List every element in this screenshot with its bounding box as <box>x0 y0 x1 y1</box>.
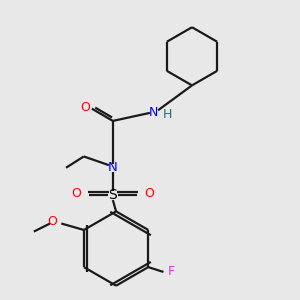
Text: O: O <box>47 215 57 228</box>
Text: O: O <box>72 187 82 200</box>
Text: S: S <box>109 188 117 202</box>
Text: N: N <box>148 106 158 119</box>
Text: H: H <box>162 108 172 121</box>
Text: O: O <box>80 100 90 113</box>
Text: F: F <box>167 266 174 278</box>
Text: O: O <box>144 187 154 200</box>
Text: N: N <box>108 161 118 174</box>
